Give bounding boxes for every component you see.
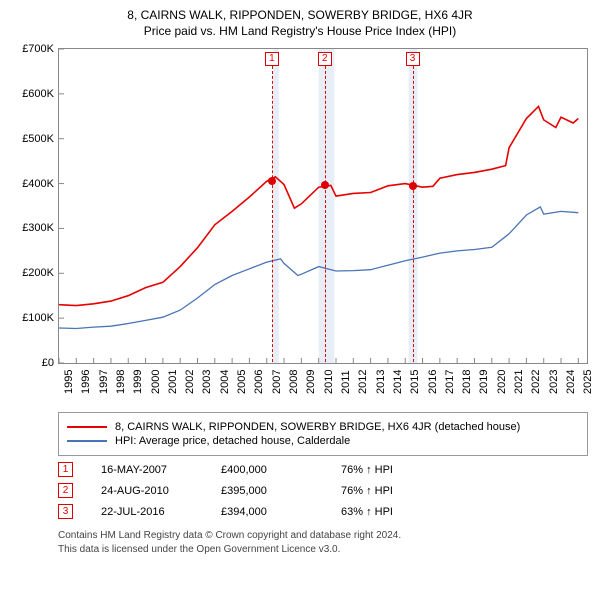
- marker-badge: 3: [406, 52, 420, 66]
- marker-vline: [325, 66, 326, 362]
- shaded-band: [273, 49, 279, 363]
- event-date: 22-JUL-2016: [101, 506, 221, 518]
- x-tick-label: 1995: [63, 370, 73, 394]
- x-tick-label: 2009: [305, 370, 315, 394]
- shaded-band: [319, 49, 335, 363]
- marker-badge: 2: [318, 52, 332, 66]
- events-table: 1 16-MAY-2007£400,00076% ↑ HPI 2 24-AUG-201…: [58, 462, 588, 519]
- event-note: 76% ↑ HPI: [341, 485, 393, 497]
- y-tick-label: £600K: [12, 88, 54, 100]
- legend-swatch: [67, 440, 107, 442]
- y-tick-label: £300K: [12, 222, 54, 234]
- x-tick-label: 2004: [219, 370, 229, 394]
- series-property: [59, 106, 578, 305]
- footer-line1: Contains HM Land Registry data © Crown c…: [58, 529, 588, 543]
- x-tick-label: 2008: [288, 370, 298, 394]
- marker-vline: [413, 66, 414, 362]
- legend-label: HPI: Average price, detached house, Cald…: [115, 435, 350, 447]
- legend-swatch: [67, 426, 107, 428]
- title-subtitle: Price paid vs. HM Land Registry's House …: [12, 24, 588, 38]
- chart-container: 8, CAIRNS WALK, RIPPONDEN, SOWERBY BRIDG…: [0, 0, 600, 564]
- event-price: £395,000: [221, 485, 341, 497]
- x-tick-label: 1999: [132, 370, 142, 394]
- event-note: 63% ↑ HPI: [341, 506, 393, 518]
- event-date: 24-AUG-2010: [101, 485, 221, 497]
- x-tick-label: 2023: [548, 370, 558, 394]
- chart-area: £0 £100K £200K £300K £400K £500K £600K £700K 199…: [12, 44, 588, 404]
- y-tick-label: £100K: [12, 312, 54, 324]
- x-tick-label: 2001: [167, 370, 177, 394]
- x-tick-label: 2011: [340, 370, 350, 394]
- y-tick-label: £400K: [12, 178, 54, 190]
- x-tick-label: 2020: [496, 370, 506, 394]
- x-tick-label: 2022: [530, 370, 540, 394]
- legend-item: 8, CAIRNS WALK, RIPPONDEN, SOWERBY BRIDG…: [67, 421, 579, 433]
- x-tick-label: 2015: [409, 370, 419, 394]
- x-tick-label: 2016: [427, 370, 437, 394]
- x-tick-label: 2021: [513, 370, 523, 394]
- x-tick-label: 1997: [98, 370, 108, 394]
- event-date: 16-MAY-2007: [101, 464, 221, 476]
- x-tick-label: 2012: [357, 370, 367, 394]
- x-tick-label: 2025: [582, 370, 592, 394]
- plot-region: [58, 48, 588, 364]
- x-tick-label: 2000: [150, 370, 160, 394]
- x-tick-label: 2014: [392, 370, 402, 394]
- plot-svg: [59, 49, 587, 363]
- marker-vline: [272, 66, 273, 362]
- marker-dot: [268, 177, 276, 185]
- event-badge: 3: [58, 504, 73, 519]
- title-block: 8, CAIRNS WALK, RIPPONDEN, SOWERBY BRIDG…: [12, 8, 588, 38]
- legend-label: 8, CAIRNS WALK, RIPPONDEN, SOWERBY BRIDG…: [115, 421, 520, 433]
- event-row: 1 16-MAY-2007£400,00076% ↑ HPI: [58, 462, 588, 477]
- event-price: £400,000: [221, 464, 341, 476]
- event-note: 76% ↑ HPI: [341, 464, 393, 476]
- x-tick-label: 2003: [201, 370, 211, 394]
- event-price: £394,000: [221, 506, 341, 518]
- x-tick-label: 2018: [461, 370, 471, 394]
- series-hpi: [59, 207, 578, 329]
- y-tick-label: £700K: [12, 43, 54, 55]
- x-tick-label: 2002: [184, 370, 194, 394]
- y-tick-label: £200K: [12, 267, 54, 279]
- marker-dot: [321, 181, 329, 189]
- y-tick-label: £500K: [12, 133, 54, 145]
- title-address: 8, CAIRNS WALK, RIPPONDEN, SOWERBY BRIDG…: [12, 8, 588, 22]
- event-badge: 2: [58, 483, 73, 498]
- footer-attribution: Contains HM Land Registry data © Crown c…: [58, 529, 588, 556]
- y-tick-label: £0: [12, 357, 54, 369]
- event-row: 3 22-JUL-2016£394,00063% ↑ HPI: [58, 504, 588, 519]
- x-tick-label: 2019: [478, 370, 488, 394]
- x-tick-label: 2006: [253, 370, 263, 394]
- x-tick-label: 2013: [375, 370, 385, 394]
- event-row: 2 24-AUG-2010£395,00076% ↑ HPI: [58, 483, 588, 498]
- x-tick-label: 2005: [236, 370, 246, 394]
- x-tick-label: 2007: [271, 370, 281, 394]
- marker-badge: 1: [265, 52, 279, 66]
- x-tick-label: 2010: [323, 370, 333, 394]
- x-tick-label: 2017: [444, 370, 454, 394]
- footer-line2: This data is licensed under the Open Gov…: [58, 543, 588, 557]
- legend-item: HPI: Average price, detached house, Cald…: [67, 435, 579, 447]
- x-tick-label: 1996: [80, 370, 90, 394]
- x-tick-label: 1998: [115, 370, 125, 394]
- x-tick-label: 2024: [565, 370, 575, 394]
- legend: 8, CAIRNS WALK, RIPPONDEN, SOWERBY BRIDG…: [58, 412, 588, 456]
- marker-dot: [409, 182, 417, 190]
- event-badge: 1: [58, 462, 73, 477]
